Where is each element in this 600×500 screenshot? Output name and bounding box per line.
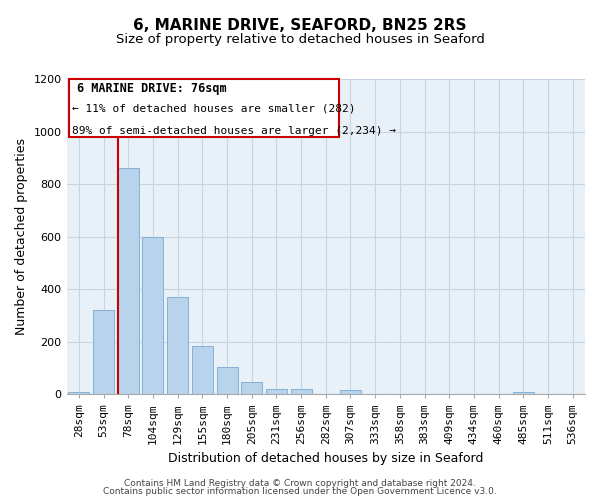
Bar [68,392,89,394]
Bar [513,392,534,394]
Bar [142,236,163,394]
Y-axis label: Number of detached properties: Number of detached properties [15,138,28,335]
Bar [118,168,139,394]
Bar [217,366,238,394]
Bar [192,346,213,394]
Text: 6 MARINE DRIVE: 76sqm: 6 MARINE DRIVE: 76sqm [77,82,227,95]
Bar [241,382,262,394]
Text: 89% of semi-detached houses are larger (2,234) →: 89% of semi-detached houses are larger (… [72,126,396,136]
FancyBboxPatch shape [69,79,339,138]
Text: Contains public sector information licensed under the Open Government Licence v3: Contains public sector information licen… [103,487,497,496]
Bar [266,389,287,394]
Bar [340,390,361,394]
Text: Size of property relative to detached houses in Seaford: Size of property relative to detached ho… [116,32,484,46]
Text: Contains HM Land Registry data © Crown copyright and database right 2024.: Contains HM Land Registry data © Crown c… [124,478,476,488]
X-axis label: Distribution of detached houses by size in Seaford: Distribution of detached houses by size … [168,452,484,465]
Bar [93,310,114,394]
Bar [290,389,311,394]
Bar [167,297,188,394]
Text: ← 11% of detached houses are smaller (282): ← 11% of detached houses are smaller (28… [72,104,355,114]
Text: 6, MARINE DRIVE, SEAFORD, BN25 2RS: 6, MARINE DRIVE, SEAFORD, BN25 2RS [133,18,467,32]
